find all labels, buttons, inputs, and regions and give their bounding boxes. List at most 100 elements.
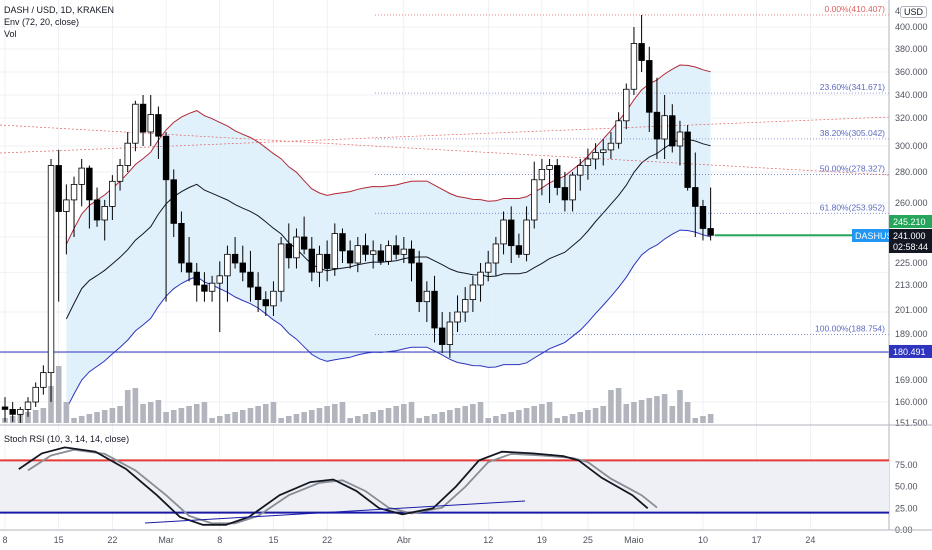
candle[interactable] [538, 168, 546, 181]
candle[interactable] [469, 284, 477, 300]
candle[interactable] [523, 219, 530, 255]
candle[interactable] [369, 250, 377, 255]
candle[interactable] [124, 142, 131, 166]
candle[interactable] [630, 43, 638, 90]
candle[interactable] [170, 179, 177, 224]
candle[interactable] [699, 205, 707, 229]
candle[interactable] [431, 290, 438, 329]
candle[interactable] [354, 245, 362, 264]
candle[interactable] [377, 250, 385, 262]
candle[interactable] [193, 271, 200, 286]
candle[interactable] [485, 262, 492, 273]
candle[interactable] [346, 250, 354, 264]
candle[interactable] [239, 262, 246, 273]
candle[interactable] [638, 43, 645, 61]
candle[interactable] [515, 245, 523, 255]
candle[interactable] [362, 245, 369, 255]
candle[interactable] [600, 149, 607, 153]
candle[interactable] [216, 275, 223, 284]
candle[interactable] [531, 179, 538, 221]
candle[interactable] [692, 187, 699, 207]
candle[interactable] [86, 167, 93, 201]
candle[interactable] [669, 115, 676, 147]
candle[interactable] [70, 183, 78, 201]
volume-label[interactable]: Vol [4, 29, 17, 39]
candle[interactable] [32, 386, 39, 403]
symbol-label[interactable]: DASH / USD, 1D, KRAKEN [4, 5, 115, 15]
candle[interactable] [323, 253, 331, 269]
candle[interactable] [615, 120, 622, 144]
candle[interactable] [155, 114, 162, 137]
stoch-legend[interactable]: Stoch RSI (10, 3, 14, 14, close) [4, 434, 130, 444]
candle[interactable] [300, 236, 308, 250]
candle[interactable] [646, 60, 653, 113]
candle[interactable] [308, 248, 315, 273]
candle[interactable] [78, 167, 85, 185]
candle[interactable] [139, 103, 147, 133]
candle[interactable] [454, 311, 461, 323]
candle[interactable] [676, 131, 684, 147]
candle[interactable] [423, 290, 431, 303]
candle[interactable] [224, 253, 231, 277]
candle[interactable] [47, 165, 55, 374]
candle[interactable] [1, 406, 9, 410]
candle[interactable] [392, 245, 400, 255]
symbol-badge[interactable] [852, 229, 889, 242]
candle[interactable] [477, 271, 484, 286]
candle[interactable] [607, 142, 615, 151]
candle[interactable] [201, 284, 208, 292]
candle[interactable] [285, 243, 292, 259]
candle[interactable] [408, 248, 415, 264]
candle[interactable] [208, 282, 216, 292]
candle[interactable] [277, 243, 285, 292]
candle[interactable] [492, 243, 500, 264]
candle[interactable] [109, 180, 116, 207]
candle[interactable] [500, 219, 507, 245]
candle[interactable] [661, 115, 668, 140]
candle[interactable] [262, 299, 269, 307]
currency-button[interactable]: USD [900, 6, 928, 18]
candle[interactable] [508, 219, 515, 247]
candle[interactable] [178, 222, 185, 264]
candle[interactable] [316, 253, 323, 273]
candle[interactable] [584, 158, 592, 166]
candle[interactable] [561, 187, 569, 201]
candle[interactable] [438, 327, 446, 345]
candle[interactable] [254, 286, 262, 300]
price-badge-green[interactable] [889, 215, 932, 228]
candle[interactable] [93, 199, 101, 221]
candle[interactable] [339, 233, 346, 252]
candle[interactable] [400, 248, 408, 255]
candle[interactable] [162, 135, 170, 181]
candle[interactable] [415, 262, 423, 303]
candle[interactable] [684, 131, 691, 188]
candle[interactable] [9, 409, 16, 415]
candle[interactable] [270, 290, 277, 307]
candle[interactable] [569, 174, 576, 201]
candle[interactable] [55, 165, 62, 212]
candle[interactable] [546, 165, 553, 170]
candle[interactable] [577, 165, 584, 176]
support-badge[interactable] [889, 344, 932, 358]
candle[interactable] [592, 152, 599, 160]
candle[interactable] [116, 165, 124, 182]
candle[interactable] [446, 321, 454, 345]
candle[interactable] [132, 103, 139, 144]
candle[interactable] [293, 236, 300, 259]
candle[interactable] [101, 205, 108, 221]
candle[interactable] [24, 401, 32, 410]
candle[interactable] [185, 262, 193, 273]
candle[interactable] [147, 114, 154, 133]
candle[interactable] [17, 409, 24, 415]
candle[interactable] [554, 165, 561, 188]
candle[interactable] [707, 228, 714, 236]
candle[interactable] [623, 88, 630, 122]
candle[interactable] [231, 253, 239, 264]
last-price-badge[interactable] [889, 229, 932, 253]
candle[interactable] [40, 372, 47, 388]
candle[interactable] [331, 233, 339, 269]
candle[interactable] [247, 271, 254, 288]
candle[interactable] [63, 199, 70, 212]
candle[interactable] [385, 245, 392, 262]
